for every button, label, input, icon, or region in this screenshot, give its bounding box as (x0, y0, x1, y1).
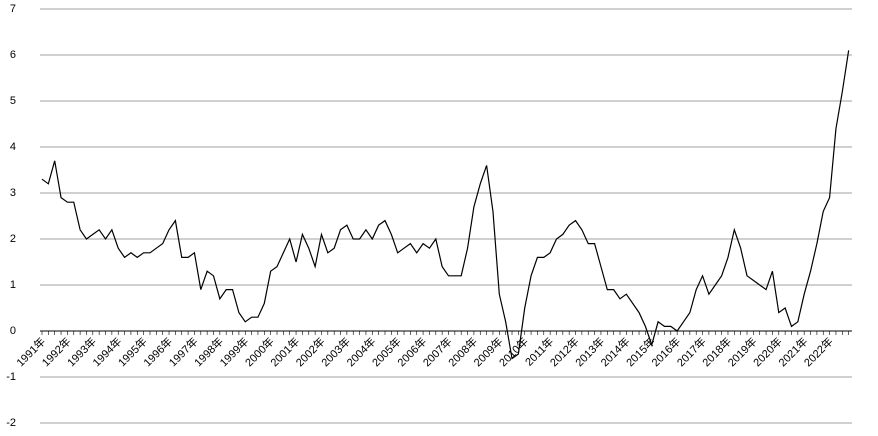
y-tick-label: -2 (6, 417, 16, 429)
y-tick-label: 6 (10, 49, 16, 61)
y-tick-label: 3 (10, 187, 16, 199)
y-tick-label: 2 (10, 233, 16, 245)
y-tick-label: 0 (10, 325, 16, 337)
x-tick-label: 2010年 (496, 334, 531, 369)
data-line (41, 50, 850, 360)
y-tick-label: 1 (10, 279, 16, 291)
x-tick-label: 2022年 (801, 334, 836, 369)
y-tick-label: -1 (6, 371, 16, 383)
y-tick-label: 4 (10, 141, 16, 153)
y-tick-label: 5 (10, 95, 16, 107)
y-tick-label: 7 (10, 3, 16, 15)
